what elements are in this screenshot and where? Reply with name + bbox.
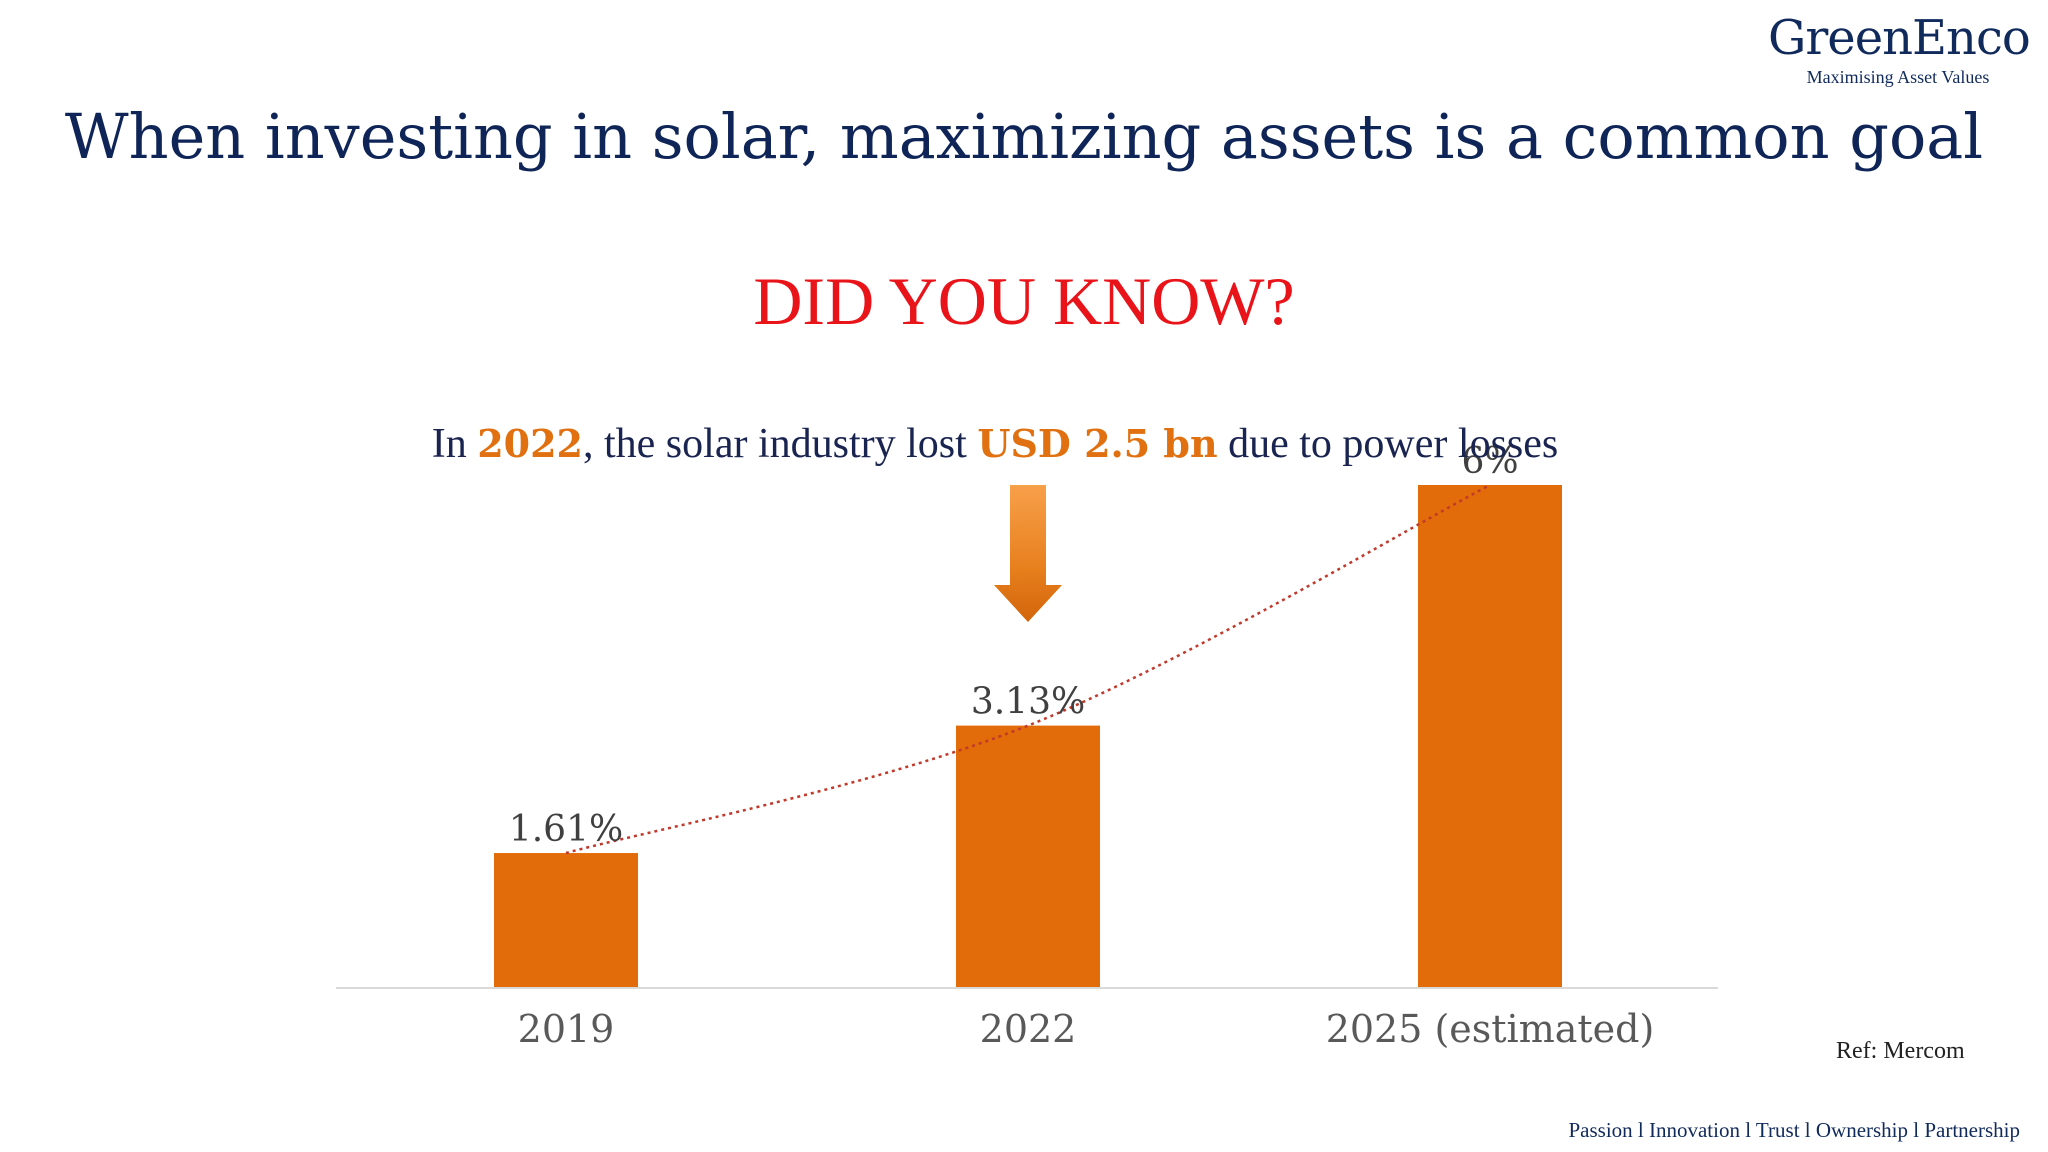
data-label-2019: 1.61% <box>509 809 623 850</box>
logo: GreenEnco Maximising Asset Values <box>1768 10 2031 88</box>
data-label-2025: 6% <box>1461 441 1518 482</box>
logo-tagline: Maximising Asset Values <box>1806 66 1990 87</box>
bar-2019 <box>494 853 638 988</box>
fact-amount: USD 2.5 bn <box>977 421 1218 466</box>
x-tick-label-2022: 2022 <box>980 1007 1077 1051</box>
logo-name: GreenEnco <box>1768 10 2031 66</box>
bar-2022 <box>956 725 1100 988</box>
fact-year: 2022 <box>477 421 583 466</box>
trend-line <box>565 483 1491 855</box>
data-label-2022: 3.13% <box>971 682 1085 723</box>
reference-note: Ref: Mercom <box>1836 1038 1965 1064</box>
footer-values: Passion l Innovation l Trust l Ownership… <box>1568 1118 2020 1142</box>
x-tick-label-2019: 2019 <box>518 1007 615 1051</box>
page-title: When investing in solar, maximizing asse… <box>64 100 1984 173</box>
fact-middle: , the solar industry lost <box>583 421 978 467</box>
fact-prefix: In <box>431 421 478 467</box>
down-arrow-icon <box>994 485 1062 622</box>
x-tick-label-2025: 2025 (estimated) <box>1326 1007 1655 1051</box>
fact-suffix: due to power losses <box>1217 421 1559 467</box>
page-subtitle: DID YOU KNOW? <box>753 263 1295 339</box>
bar-2025 <box>1418 485 1562 988</box>
fact-statement: In 2022, the solar industry lost USD 2.5… <box>0 420 1990 468</box>
